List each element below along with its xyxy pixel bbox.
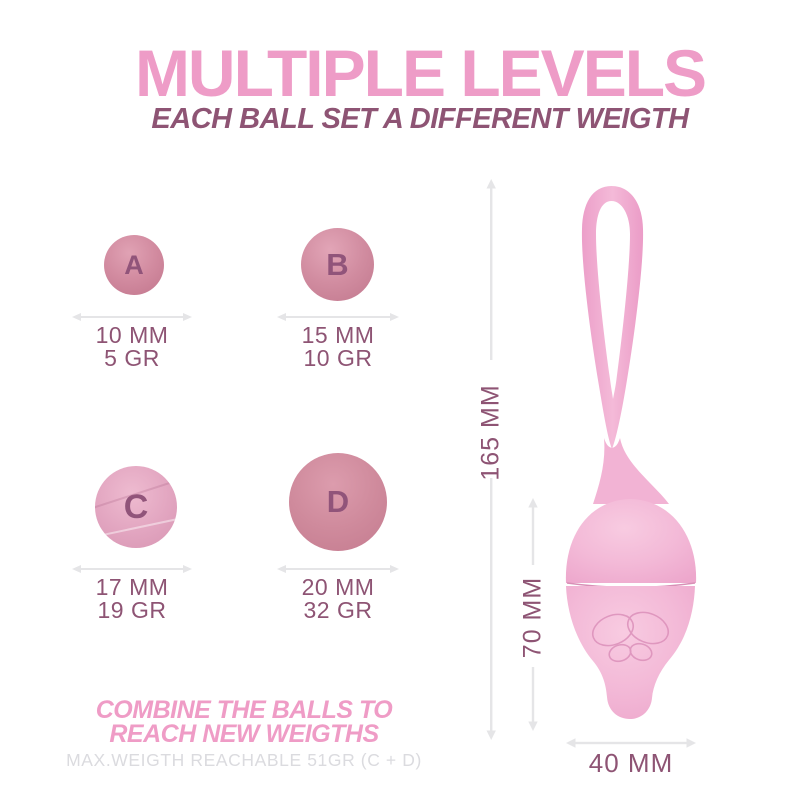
ball-d: D xyxy=(289,453,387,551)
ball-b-weight-label: 10 GR xyxy=(303,345,373,371)
butterfly-logo-icon xyxy=(591,611,670,663)
body-height-label: 70 MM xyxy=(518,576,547,659)
ball-a-measurements: 10 MM 5 GR xyxy=(62,324,202,370)
ball-b-letter: B xyxy=(326,246,349,282)
ball-d-measurements: 20 MM 32 GR xyxy=(268,576,408,622)
product-stem xyxy=(593,438,669,504)
ball-c-diameter-label: 17 MM xyxy=(95,574,169,600)
ball-c-letter: C xyxy=(123,487,149,526)
ball-c-measurements: 17 MM 19 GR xyxy=(62,576,202,622)
product-illustration xyxy=(486,179,697,748)
ball-b-diameter-arrow xyxy=(277,312,399,321)
total-height-label: 165 MM xyxy=(476,384,505,481)
ball-c-diameter-arrow xyxy=(72,564,192,573)
product-loop xyxy=(581,186,644,449)
total-height-dimension-arrow xyxy=(486,179,496,740)
ball-d-weight-label: 32 GR xyxy=(303,597,373,623)
combine-text-line2: REACH NEW WEIGTHS xyxy=(109,720,379,748)
page-title: MULTIPLE LEVELS xyxy=(134,36,707,110)
page-subtitle: EACH BALL SET A DIFFERENT WEIGTH xyxy=(151,103,689,135)
ball-d-diameter-label: 20 MM xyxy=(301,574,375,600)
max-weight-note: MAX.WEIGTH REACHABLE 51GR (C + D) xyxy=(66,750,422,770)
ball-c-weight-label: 19 GR xyxy=(97,597,167,623)
ball-b: B xyxy=(301,228,374,301)
ball-a-letter: A xyxy=(124,249,144,280)
body-width-dimension-arrow xyxy=(566,738,696,748)
footer: COMBINE THE BALLS TO REACH NEW WEIGTHS M… xyxy=(24,698,464,771)
ball-b-measurements: 15 MM 10 GR xyxy=(268,324,408,370)
ball-a: A xyxy=(104,235,164,295)
ball-d-diameter-arrow xyxy=(277,564,399,573)
ball-b-diameter-label: 15 MM xyxy=(301,322,375,348)
product-body-top xyxy=(565,499,697,583)
ball-a-diameter-arrow xyxy=(72,312,192,321)
ball-d-letter: D xyxy=(326,484,350,519)
header: MULTIPLE LEVELS EACH BALL SET A DIFFEREN… xyxy=(40,36,800,135)
body-width-label: 40 MM xyxy=(588,748,674,778)
body-height-dimension-arrow xyxy=(528,498,538,731)
ball-a-diameter-label: 10 MM xyxy=(95,322,169,348)
combine-text-line1: COMBINE THE BALLS TO xyxy=(95,696,393,724)
ball-c: C xyxy=(95,466,177,548)
ball-a-weight-label: 5 GR xyxy=(104,345,160,371)
